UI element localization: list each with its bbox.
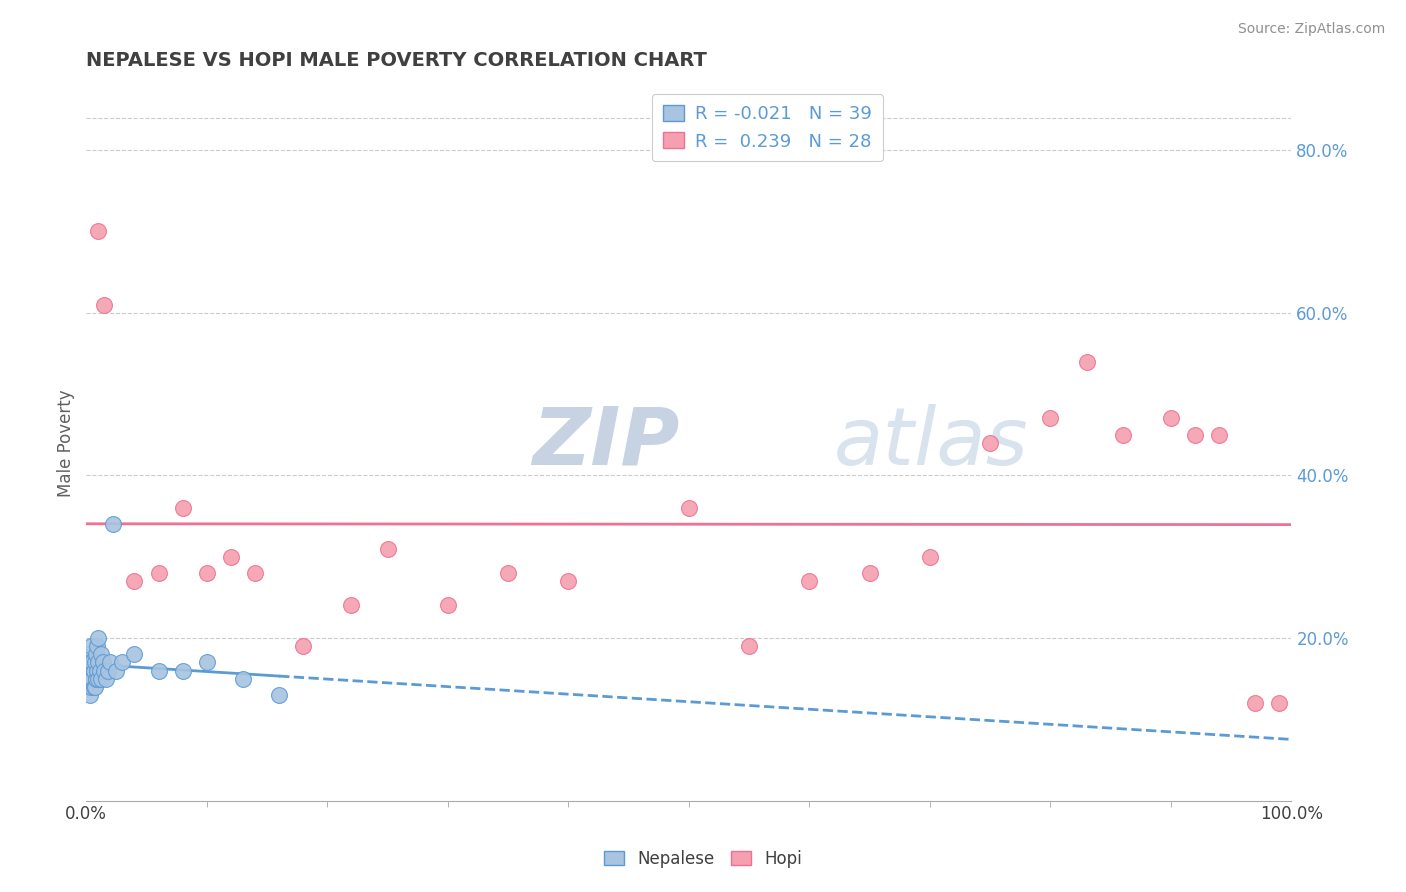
Point — [105, 664, 128, 678]
Point — [77, 680, 100, 694]
Point — [557, 574, 579, 588]
Point — [91, 656, 114, 670]
Point — [77, 664, 100, 678]
Point — [124, 647, 146, 661]
Legend: Nepalese, Hopi: Nepalese, Hopi — [598, 844, 808, 875]
Point — [918, 549, 941, 564]
Point — [80, 680, 103, 694]
Point — [87, 672, 110, 686]
Point — [292, 639, 315, 653]
Point — [94, 672, 117, 686]
Y-axis label: Male Poverty: Male Poverty — [58, 389, 75, 497]
Point — [101, 517, 124, 532]
Point — [269, 688, 291, 702]
Point — [82, 672, 104, 686]
Point — [87, 225, 110, 239]
Point — [83, 680, 105, 694]
Point — [77, 647, 100, 661]
Text: ZIP: ZIP — [533, 404, 679, 482]
Point — [496, 566, 519, 580]
Point — [1160, 411, 1182, 425]
Point — [799, 574, 821, 588]
Point — [83, 664, 105, 678]
Point — [195, 566, 218, 580]
Point — [89, 664, 111, 678]
Point — [79, 672, 101, 686]
Legend: R = -0.021   N = 39, R =  0.239   N = 28: R = -0.021 N = 39, R = 0.239 N = 28 — [652, 95, 883, 161]
Point — [1112, 427, 1135, 442]
Point — [80, 664, 103, 678]
Point — [87, 631, 110, 645]
Point — [738, 639, 761, 653]
Point — [93, 664, 115, 678]
Point — [86, 664, 108, 678]
Point — [148, 664, 170, 678]
Point — [979, 435, 1001, 450]
Text: Source: ZipAtlas.com: Source: ZipAtlas.com — [1237, 22, 1385, 37]
Text: NEPALESE VS HOPI MALE POVERTY CORRELATION CHART: NEPALESE VS HOPI MALE POVERTY CORRELATIO… — [86, 51, 707, 70]
Point — [90, 672, 112, 686]
Point — [100, 656, 122, 670]
Point — [79, 688, 101, 702]
Point — [83, 680, 105, 694]
Point — [82, 656, 104, 670]
Point — [1184, 427, 1206, 442]
Point — [172, 500, 194, 515]
Point — [678, 500, 700, 515]
Point — [859, 566, 882, 580]
Point — [93, 298, 115, 312]
Text: atlas: atlas — [834, 404, 1028, 482]
Point — [340, 599, 363, 613]
Point — [1244, 696, 1267, 710]
Point — [80, 639, 103, 653]
Point — [111, 656, 134, 670]
Point — [195, 656, 218, 670]
Point — [1208, 427, 1230, 442]
Point — [1268, 696, 1291, 710]
Point — [87, 656, 110, 670]
Point — [84, 672, 107, 686]
Point — [377, 541, 399, 556]
Point — [124, 574, 146, 588]
Point — [1039, 411, 1062, 425]
Point — [84, 647, 107, 661]
Point — [86, 639, 108, 653]
Point — [219, 549, 242, 564]
Point — [148, 566, 170, 580]
Point — [232, 672, 254, 686]
Point — [1076, 354, 1098, 368]
Point — [437, 599, 460, 613]
Point — [172, 664, 194, 678]
Point — [79, 656, 101, 670]
Point — [243, 566, 266, 580]
Point — [90, 647, 112, 661]
Point — [97, 664, 120, 678]
Point — [83, 656, 105, 670]
